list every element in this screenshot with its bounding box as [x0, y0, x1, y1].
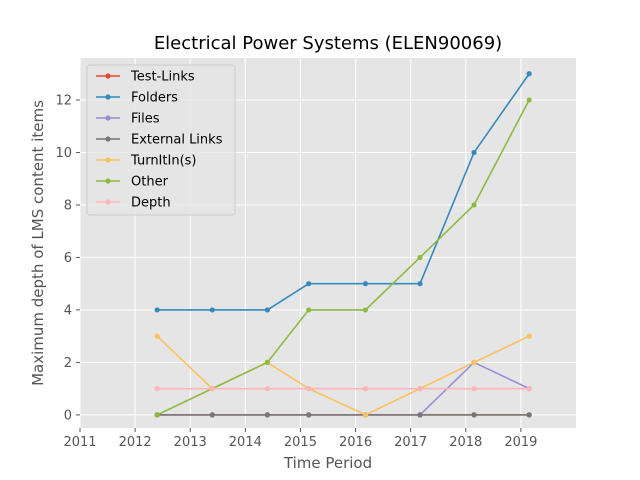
series-other [154, 97, 532, 418]
y-tick-label: 2 [64, 356, 72, 371]
legend-label: Folders [131, 91, 178, 106]
x-tick-label: 2017 [394, 435, 427, 450]
x-tick-label: 2014 [229, 435, 262, 450]
legend-item-turnitin-s: TurnItIn(s) [96, 154, 196, 169]
x-tick-label: 2015 [284, 435, 317, 450]
data-point-depth [306, 386, 312, 392]
y-tick-label: 12 [55, 93, 72, 108]
data-point-depth [362, 386, 369, 392]
x-tick-label: 2011 [63, 435, 96, 450]
legend-item-depth: Depth [96, 196, 171, 211]
legend-swatch-marker [105, 199, 111, 205]
data-point-folders [471, 149, 477, 156]
data-point-other [264, 359, 270, 365]
data-point-turnitin-s [362, 412, 369, 418]
y-tick-label: 0 [64, 408, 72, 423]
data-point-turnitin-s [526, 333, 532, 339]
data-point-external-links [417, 412, 423, 418]
legend-item-test-links: Test-Links [96, 70, 195, 85]
legend-item-folders: Folders [96, 91, 178, 106]
series-layer [154, 71, 532, 418]
data-point-depth [526, 386, 532, 392]
x-axis-ticks: 2011 2012 2013 2014 2015 2016 2017 2018 2019 [63, 428, 537, 450]
data-point-folders [526, 71, 532, 77]
data-point-turnitin-s [471, 359, 477, 365]
data-point-depth [264, 386, 270, 392]
x-tick-label: 2018 [449, 435, 482, 450]
y-tick-label: 8 [64, 198, 72, 213]
y-axis-ticks: 0 2 4 6 8 10 12 [55, 93, 80, 423]
data-point-other [526, 97, 532, 103]
series-external-links [154, 412, 532, 418]
legend-swatch-marker [105, 73, 111, 79]
legend-swatch-marker [105, 157, 111, 163]
series-line-other [156, 99, 530, 416]
chart-title: Electrical Power Systems (ELEN90069) [154, 33, 502, 54]
legend-swatch-marker [105, 178, 111, 184]
data-point-external-links [526, 412, 532, 418]
data-point-other [471, 202, 477, 208]
legend-label: TurnItIn(s) [130, 154, 196, 169]
legend-label: Other [131, 175, 169, 190]
data-point-folders [264, 307, 270, 313]
legend-item-files: Files [96, 112, 160, 127]
legend-label: Files [131, 112, 160, 127]
y-tick-label: 4 [64, 303, 72, 318]
legend-swatch-marker [105, 115, 111, 121]
data-point-external-links [209, 412, 215, 418]
data-point-external-links [264, 412, 270, 418]
data-point-depth [471, 386, 477, 392]
data-point-folders [154, 307, 160, 313]
data-point-external-links [306, 412, 312, 418]
x-tick-label: 2016 [339, 435, 372, 450]
y-tick-label: 10 [55, 146, 72, 161]
legend-label: Test-Links [130, 70, 195, 85]
x-tick-label: 2013 [174, 435, 207, 450]
x-tick-label: 2012 [119, 435, 152, 450]
legend-box [86, 64, 236, 216]
data-point-other [362, 307, 369, 313]
legend-swatch-marker [105, 94, 111, 100]
data-point-folders [362, 281, 369, 287]
data-point-other [306, 307, 312, 313]
legend-item-other: Other [96, 175, 169, 190]
data-point-external-links [471, 412, 477, 418]
legend-label: External Links [131, 133, 223, 148]
legend: Test-Links Folders Files External Links Turn… [86, 64, 236, 216]
series-depth [154, 386, 532, 392]
legend-item-external-links: External Links [96, 133, 223, 148]
data-point-folders [306, 281, 312, 287]
data-point-other [154, 412, 160, 418]
legend-swatch-marker [105, 136, 111, 142]
legend-label: Depth [131, 196, 171, 211]
x-axis-label: Time Period [283, 454, 372, 472]
y-axis-label: Maximum depth of LMS content items [29, 100, 47, 386]
data-point-depth [417, 386, 423, 392]
data-point-depth [154, 386, 160, 392]
data-point-turnitin-s [154, 333, 160, 339]
series-line-folders [157, 73, 530, 311]
data-point-folders [209, 307, 215, 313]
data-point-other [417, 254, 423, 261]
y-tick-label: 6 [64, 251, 72, 266]
data-point-depth [209, 386, 215, 392]
series-folders [154, 71, 532, 313]
x-tick-label: 2019 [504, 435, 537, 450]
data-point-folders [417, 281, 423, 287]
